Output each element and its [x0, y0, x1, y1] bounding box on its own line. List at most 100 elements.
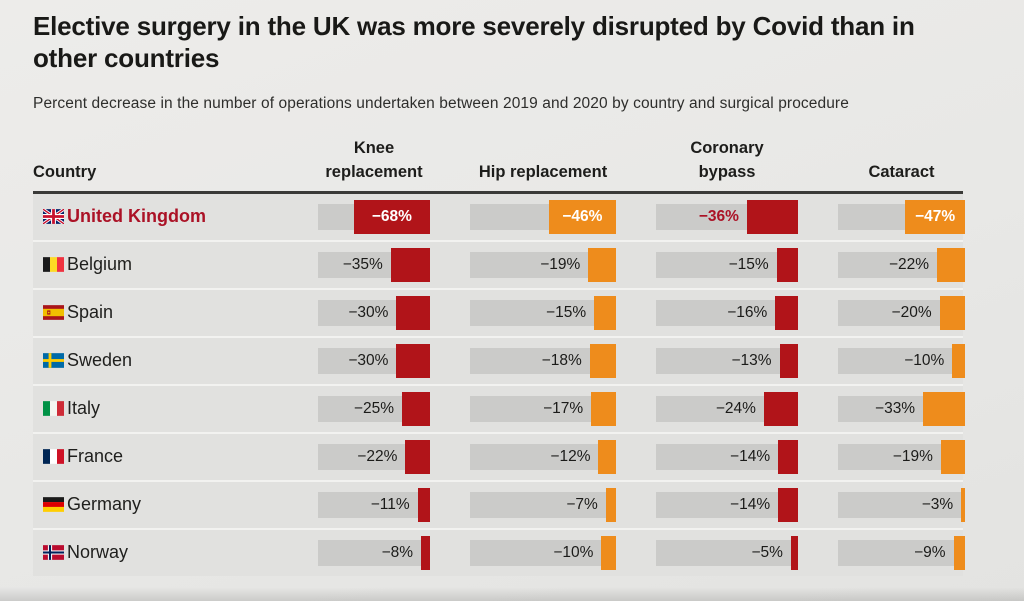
bar-cell-hip: −10%	[470, 535, 616, 570]
table-body: United Kingdom −68% −46% −36% −47% Belgium −35…	[33, 193, 965, 576]
flag-italy-icon	[43, 401, 64, 417]
bar-track-cataract: −33%	[838, 391, 965, 426]
country-name: Sweden	[67, 350, 133, 371]
bar-track-coronary: −14%	[656, 439, 798, 474]
bar-hip	[591, 391, 616, 426]
bar-track-knee: −30%	[318, 343, 430, 378]
country-name: Norway	[67, 542, 129, 563]
bottom-shade	[0, 587, 1024, 601]
bar-cell-coronary: −5%	[656, 535, 798, 570]
bar-value-cataract: −10%	[904, 351, 945, 369]
flag-uk-icon	[43, 209, 64, 225]
bar-knee	[353, 199, 430, 234]
bar-cell-coronary: −36%	[656, 199, 798, 234]
bar-value-hip: −10%	[553, 543, 594, 561]
header-coronary-bypass: Coronary bypass	[690, 139, 764, 181]
bar-track-hip: −18%	[470, 343, 616, 378]
bar-knee	[396, 343, 430, 378]
bar-value-coronary: −24%	[715, 399, 756, 417]
bar-knee	[402, 391, 430, 426]
bar-coronary	[790, 535, 798, 570]
bar-cell-hip: −17%	[470, 391, 616, 426]
bar-value-coronary: −14%	[730, 495, 771, 513]
bar-cataract	[952, 343, 965, 378]
bar-track-knee: −22%	[318, 439, 430, 474]
bar-track-hip: −10%	[470, 535, 616, 570]
bar-cell-cataract: −3%	[838, 487, 965, 522]
bar-cell-coronary: −16%	[656, 295, 798, 330]
bar-cataract	[961, 487, 965, 522]
bar-coronary	[746, 199, 798, 234]
bar-hip	[605, 487, 616, 522]
country-cell: Belgium	[33, 254, 278, 275]
bar-track-hip: −19%	[470, 247, 616, 282]
header-knee-replacement: Knee replacement	[325, 139, 423, 181]
bar-cell-cataract: −19%	[838, 439, 965, 474]
page-title: Elective surgery in the UK was more seve…	[33, 11, 915, 74]
bar-value-coronary: −13%	[731, 351, 772, 369]
bar-track-hip: −17%	[470, 391, 616, 426]
bar-cataract	[937, 247, 965, 282]
bar-cell-cataract: −22%	[838, 247, 965, 282]
flag-france-icon	[43, 449, 64, 465]
bar-track-knee: −25%	[318, 391, 430, 426]
bar-cell-cataract: −33%	[838, 391, 965, 426]
bar-value-knee: −11%	[370, 495, 410, 513]
bar-track-hip: −46%	[470, 199, 616, 234]
table-row-france: France −22% −12% −14% −19%	[33, 433, 965, 482]
bar-value-coronary: −15%	[728, 255, 769, 273]
header-rule	[33, 190, 963, 194]
bar-value-coronary: −16%	[727, 303, 768, 321]
bar-cell-cataract: −10%	[838, 343, 965, 378]
bar-value-hip: −7%	[566, 495, 598, 513]
bar-cell-hip: −18%	[470, 343, 616, 378]
country-cell: Sweden	[33, 350, 278, 371]
bar-coronary	[775, 295, 798, 330]
bar-cataract	[940, 439, 965, 474]
bar-value-coronary: −36%	[698, 207, 739, 225]
surgery-table: Country Knee replacement Hip replacement…	[33, 137, 965, 576]
table-row-sweden: Sweden −30% −18% −13% −10%	[33, 337, 965, 386]
flag-belgium-icon	[43, 257, 64, 273]
bar-cataract	[923, 391, 965, 426]
bar-cell-knee: −30%	[318, 295, 430, 330]
bar-track-coronary: −14%	[656, 487, 798, 522]
bar-track-knee: −8%	[318, 535, 430, 570]
bar-value-cataract: −19%	[892, 447, 933, 465]
chart-content: Elective surgery in the UK was more seve…	[33, 11, 965, 576]
flag-germany-icon	[43, 497, 64, 513]
bar-track-cataract: −9%	[838, 535, 965, 570]
bar-hip	[598, 439, 616, 474]
bar-value-cataract: −20%	[891, 303, 932, 321]
bar-value-hip: −46%	[562, 207, 603, 225]
bar-track-knee: −68%	[318, 199, 430, 234]
bar-cell-knee: −68%	[318, 199, 430, 234]
bar-cell-hip: −19%	[470, 247, 616, 282]
bar-cell-knee: −11%	[318, 487, 430, 522]
bar-knee	[396, 295, 430, 330]
bar-track-coronary: −24%	[656, 391, 798, 426]
flag-sweden-icon	[43, 353, 64, 369]
country-name: Spain	[67, 302, 114, 323]
country-cell: Spain	[33, 302, 278, 323]
bar-value-knee: −68%	[371, 207, 412, 225]
table-header: Country Knee replacement Hip replacement…	[33, 137, 963, 190]
bar-value-knee: −22%	[357, 447, 398, 465]
header-country: Country	[33, 162, 97, 181]
bar-cell-cataract: −9%	[838, 535, 965, 570]
bar-value-knee: −35%	[342, 255, 383, 273]
bar-knee	[421, 535, 430, 570]
bar-cell-coronary: −14%	[656, 487, 798, 522]
bar-track-coronary: −13%	[656, 343, 798, 378]
bar-track-cataract: −10%	[838, 343, 965, 378]
bar-track-cataract: −3%	[838, 487, 965, 522]
bar-value-hip: −19%	[540, 255, 581, 273]
bar-cell-knee: −35%	[318, 247, 430, 282]
bar-value-coronary: −14%	[730, 447, 771, 465]
bar-cell-coronary: −13%	[656, 343, 798, 378]
country-name: France	[67, 446, 124, 467]
header-hip-replacement: Hip replacement	[478, 162, 608, 181]
country-name: Italy	[67, 398, 101, 419]
bar-cell-hip: −46%	[470, 199, 616, 234]
bar-value-cataract: −9%	[914, 543, 946, 561]
